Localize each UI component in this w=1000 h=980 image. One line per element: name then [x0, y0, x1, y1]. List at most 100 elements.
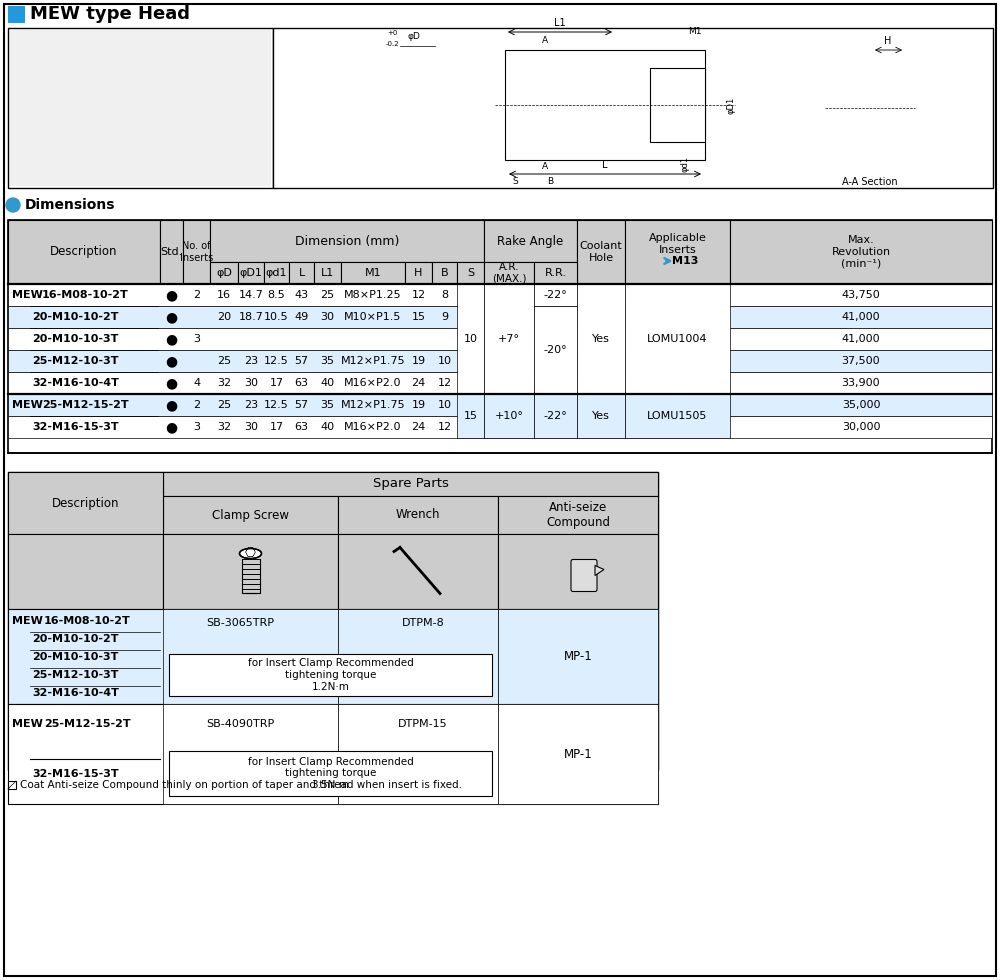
- Bar: [349, 91, 365, 105]
- Text: Spare Parts: Spare Parts: [373, 477, 448, 491]
- Text: ●: ●: [165, 332, 178, 346]
- Text: H: H: [414, 268, 423, 278]
- Text: 14.7: 14.7: [239, 290, 263, 300]
- Text: M1: M1: [365, 268, 381, 278]
- Bar: [498, 496, 658, 534]
- Text: φD1: φD1: [240, 268, 262, 278]
- Ellipse shape: [838, 58, 902, 158]
- Text: 10.5: 10.5: [264, 312, 289, 322]
- Text: 15: 15: [412, 312, 426, 322]
- Bar: [8, 220, 160, 284]
- Text: ⎔: ⎔: [245, 547, 256, 560]
- Text: MP-1: MP-1: [564, 748, 592, 760]
- Text: Description: Description: [50, 246, 118, 259]
- Text: 9: 9: [441, 312, 448, 322]
- Text: 18.7: 18.7: [239, 312, 263, 322]
- Text: SB-3065TRP: SB-3065TRP: [207, 618, 274, 628]
- Circle shape: [6, 198, 20, 212]
- Bar: [625, 284, 730, 394]
- Bar: [169, 751, 492, 796]
- Text: Dimension (mm): Dimension (mm): [295, 234, 399, 248]
- Text: 35,000: 35,000: [842, 400, 880, 410]
- Text: LOMU1505: LOMU1505: [647, 411, 708, 421]
- Bar: [387, 143, 395, 157]
- Bar: [163, 472, 658, 496]
- Text: 30: 30: [244, 378, 258, 388]
- Text: 16: 16: [217, 290, 231, 300]
- Text: 57: 57: [294, 400, 309, 410]
- Text: φD: φD: [216, 268, 232, 278]
- Text: A-A Section: A-A Section: [842, 177, 898, 187]
- Text: 43,750: 43,750: [842, 290, 880, 300]
- Ellipse shape: [240, 549, 262, 559]
- Text: 32-M16-15-3T: 32-M16-15-3T: [32, 422, 119, 432]
- Bar: [163, 534, 338, 609]
- Bar: [314, 262, 341, 284]
- Text: 41,000: 41,000: [842, 334, 880, 344]
- Text: Applicable
Inserts: Applicable Inserts: [649, 233, 706, 255]
- FancyBboxPatch shape: [571, 560, 597, 592]
- Text: +10°: +10°: [495, 411, 523, 421]
- Text: 19: 19: [411, 356, 426, 366]
- Bar: [8, 394, 992, 416]
- Text: M10×P1.5: M10×P1.5: [344, 312, 402, 322]
- Text: 12.5: 12.5: [264, 400, 289, 410]
- Bar: [8, 472, 163, 534]
- Bar: [8, 28, 273, 188]
- Text: L: L: [298, 268, 305, 278]
- Bar: [10, 30, 271, 186]
- Text: 32-M16-15-3T: 32-M16-15-3T: [32, 769, 119, 779]
- Text: Coolant
Hole: Coolant Hole: [580, 241, 622, 263]
- Bar: [534, 284, 577, 306]
- Text: ●: ●: [165, 398, 178, 412]
- Text: 12: 12: [437, 422, 452, 432]
- Text: 32: 32: [217, 378, 231, 388]
- Text: 24: 24: [411, 422, 426, 432]
- Text: Max.
Revolution
(min⁻¹): Max. Revolution (min⁻¹): [831, 235, 891, 269]
- Text: S: S: [512, 177, 518, 186]
- Text: Yes: Yes: [592, 334, 610, 344]
- Text: 63: 63: [294, 422, 308, 432]
- Bar: [169, 654, 492, 696]
- Text: ●: ●: [165, 310, 178, 324]
- Text: +7°: +7°: [498, 334, 520, 344]
- Text: 12: 12: [437, 378, 452, 388]
- Bar: [8, 306, 992, 328]
- Text: φd1: φd1: [680, 156, 690, 172]
- Text: 20-M10-10-2T: 20-M10-10-2T: [32, 634, 119, 644]
- Text: Wrench: Wrench: [396, 509, 440, 521]
- Text: MEW: MEW: [12, 290, 43, 300]
- Text: 30,000: 30,000: [842, 422, 880, 432]
- Text: φd1: φd1: [266, 268, 287, 278]
- Text: 33,900: 33,900: [842, 378, 880, 388]
- Text: R.R.: R.R.: [544, 268, 566, 278]
- Text: M8×P1.25: M8×P1.25: [344, 290, 402, 300]
- Text: MEW type Head: MEW type Head: [30, 5, 190, 23]
- Text: M12×P1.75: M12×P1.75: [341, 356, 405, 366]
- Text: MEW: MEW: [12, 616, 43, 626]
- Text: 32: 32: [217, 422, 231, 432]
- Text: SB-4090TRP: SB-4090TRP: [206, 719, 275, 729]
- Text: φD: φD: [407, 32, 420, 41]
- Text: Std.: Std.: [160, 247, 183, 257]
- Text: A.R.
(MAX.): A.R. (MAX.): [492, 263, 526, 284]
- Text: MEW: MEW: [12, 400, 43, 410]
- Text: 25-M12-15-2T: 25-M12-15-2T: [42, 400, 129, 410]
- Bar: [625, 220, 730, 284]
- Text: 41,000: 41,000: [842, 312, 880, 322]
- Text: 20-M10-10-3T: 20-M10-10-3T: [32, 652, 118, 662]
- Text: A: A: [542, 162, 548, 171]
- Bar: [341, 262, 405, 284]
- Bar: [183, 220, 210, 284]
- Text: Description: Description: [52, 497, 119, 510]
- Text: 35: 35: [320, 356, 334, 366]
- Bar: [338, 704, 498, 804]
- Text: M12×P1.75: M12×P1.75: [341, 400, 405, 410]
- Text: 2: 2: [193, 400, 200, 410]
- Text: 4: 4: [193, 378, 200, 388]
- Text: 10: 10: [438, 400, 452, 410]
- Text: 23: 23: [244, 400, 258, 410]
- Text: 37,500: 37,500: [842, 356, 880, 366]
- Text: 25-M12-10-3T: 25-M12-10-3T: [32, 356, 119, 366]
- Text: No. of
Inserts: No. of Inserts: [180, 241, 213, 263]
